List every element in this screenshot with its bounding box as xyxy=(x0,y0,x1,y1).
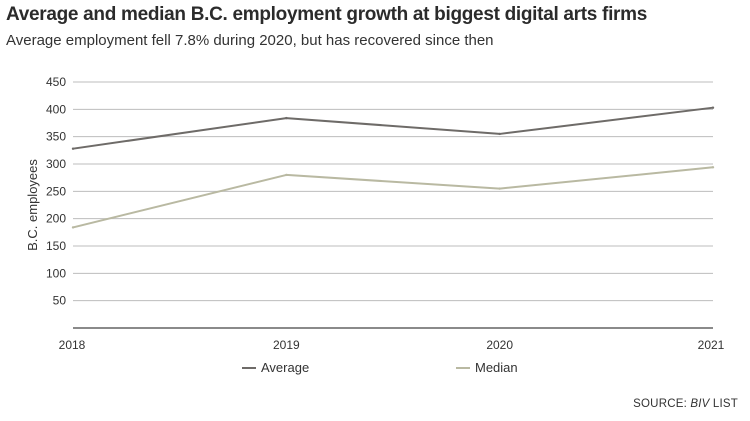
series-lines xyxy=(71,106,715,229)
x-tick-labels: 2018 2019 2020 2021 xyxy=(59,338,725,352)
y-axis-label: B.C. employees xyxy=(25,159,40,251)
series-line-average xyxy=(72,106,714,150)
grid-lines xyxy=(73,81,713,329)
data-point-average xyxy=(285,116,288,120)
chart-title: Average and median B.C. employment growt… xyxy=(6,4,648,25)
y-tick-label: 350 xyxy=(46,130,66,144)
y-tick-label: 50 xyxy=(53,294,67,308)
data-point-median xyxy=(71,226,75,229)
source-publication: BIV xyxy=(690,398,710,410)
chart-subtitle: Average employment fell 7.8% during 2020… xyxy=(6,32,494,49)
source-note: SOURCE: BIV LIST xyxy=(633,398,738,410)
data-point-median xyxy=(498,187,501,190)
data-point-median xyxy=(285,173,288,177)
x-tick-label: 2020 xyxy=(486,338,513,352)
data-point-average xyxy=(71,147,75,150)
y-tick-label: 450 xyxy=(46,75,66,89)
data-point-average xyxy=(498,132,501,136)
x-tick-label: 2018 xyxy=(59,338,86,352)
data-point-average xyxy=(711,106,715,109)
y-tick-label: 250 xyxy=(46,184,66,198)
source-suffix: LIST xyxy=(709,398,738,410)
source-prefix: SOURCE: xyxy=(633,398,691,410)
series-line-median xyxy=(72,166,714,229)
legend: Average Median xyxy=(242,360,518,375)
data-point-median xyxy=(711,166,715,169)
y-tick-label: 300 xyxy=(46,157,66,171)
x-tick-label: 2021 xyxy=(698,338,725,352)
y-tick-label: 100 xyxy=(46,266,66,280)
legend-label-average: Average xyxy=(261,360,309,375)
y-tick-labels: 50 100 150 200 250 300 350 400 450 xyxy=(46,75,66,308)
y-tick-label: 400 xyxy=(46,102,66,116)
y-tick-label: 150 xyxy=(46,239,66,253)
legend-label-median: Median xyxy=(475,360,518,375)
x-tick-label: 2019 xyxy=(273,338,300,352)
y-tick-label: 200 xyxy=(46,212,66,226)
